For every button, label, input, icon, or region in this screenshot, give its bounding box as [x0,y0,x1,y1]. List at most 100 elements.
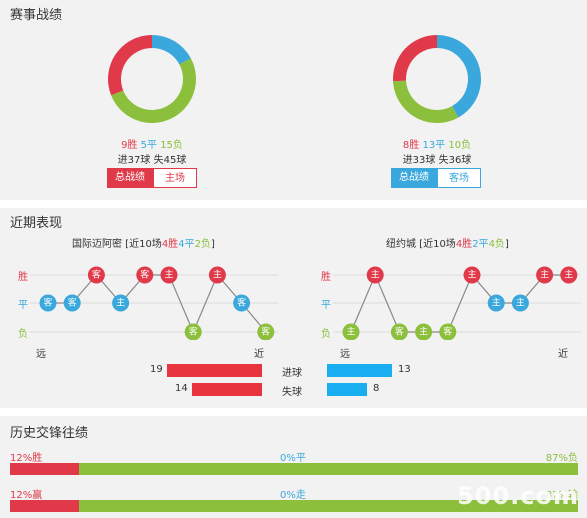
home-tab-total[interactable]: 总战绩 [107,168,153,188]
svg-text:客: 客 [443,326,452,338]
away-conceded-value: 8 [373,383,380,394]
away-form-point: 主 [342,323,360,340]
away-form-point: 客 [390,323,408,340]
home-record-counts: 9胜 5平 15负 [92,136,212,151]
history-cover-win-segment [10,500,79,512]
history-cover-loss-pct: 87%输 [545,490,578,501]
svg-text:客: 客 [140,269,149,281]
svg-text:客: 客 [237,297,246,309]
home-record-donut [107,35,196,123]
home-near-label: 近 [254,349,264,360]
home-donut-win-slice [107,35,152,96]
home-goals-value: 19 [150,364,163,375]
home-form-point: 客 [257,323,275,340]
history-title: 历史交锋往绩 [10,426,89,441]
home-draw-count: 5平 [140,140,157,151]
home-form-point: 客 [233,294,251,312]
away-form-point: 主 [536,266,554,284]
recent-section: 近期表现 国际迈阿密 [近10场4胜4平2负] 纽约城 [近10场4胜2平4负]… [0,208,587,408]
svg-text:主: 主 [371,269,380,281]
history-win-segment [10,463,79,475]
away-y-loss: 负 [321,329,331,340]
svg-text:主: 主 [492,297,501,309]
svg-text:客: 客 [43,297,52,309]
svg-text:客: 客 [189,326,198,338]
history-cover-bar [10,500,578,512]
away-form-point: 主 [560,266,578,284]
home-form-point: 主 [208,266,226,284]
home-goals-line: 进37球 失45球 [92,151,212,166]
svg-text:主: 主 [467,269,476,281]
svg-text:客: 客 [68,297,77,309]
away-far-label: 远 [340,349,350,360]
away-tab-total[interactable]: 总战绩 [391,168,437,188]
away-record-donut [393,35,481,123]
away-conceded: 失36球 [438,155,472,166]
svg-text:主: 主 [164,269,173,281]
away-y-win: 胜 [321,272,331,283]
svg-text:主: 主 [116,297,125,309]
home-far-label: 远 [36,349,46,360]
home-form-point: 主 [160,266,178,284]
home-goals-bar [167,364,262,377]
svg-text:主: 主 [516,297,525,309]
goals-label: 进球 [282,368,302,379]
away-recent-summary: 纽约城 [近10场4胜2平4负] [386,239,509,250]
home-form-point: 主 [112,294,130,312]
svg-text:客: 客 [92,269,101,281]
home-conceded: 失45球 [153,155,187,166]
home-form-point: 客 [39,294,57,312]
home-recent-summary: 国际迈阿密 [近10场4胜4平2负] [72,239,215,250]
history-loss-pct: 87%负 [545,453,578,464]
home-conceded-bar [192,383,262,396]
away-win-count: 8胜 [402,140,420,151]
away-y-draw: 平 [321,300,331,311]
away-goals: 进33球 [402,155,436,166]
away-form-point: 客 [439,323,457,340]
home-donut-draw-slice [152,35,191,65]
history-win-pct: 12%胜 [10,453,43,464]
away-record-counts: 8胜 13平 10负 [377,136,497,151]
away-loss-count: 10负 [448,140,472,151]
away-form-chart: 主主客主客主主 主主主 [333,266,581,340]
away-goals-line: 进33球 失36球 [377,151,497,166]
history-cover-push-pct: 0%走 [280,490,306,501]
away-form-point: 主 [511,294,529,312]
away-form-point: 主 [366,266,384,284]
home-form-line [48,273,267,334]
home-y-loss: 负 [18,329,28,340]
svg-text:主: 主 [419,326,428,338]
record-title: 赛事战绩 [10,8,63,23]
home-form-point: 客 [136,266,154,284]
home-goals: 进37球 [117,155,151,166]
home-form-point: 客 [63,294,81,312]
history-draw-pct: 0%平 [280,453,306,464]
away-form-line [350,273,569,333]
history-result-bar [10,463,578,475]
home-tab-home[interactable]: 主场 [153,168,197,188]
svg-text:客: 客 [395,326,404,338]
svg-text:主: 主 [213,269,222,281]
away-conceded-bar [327,383,367,396]
svg-text:主: 主 [346,326,355,338]
watermark-logo: 500.com [457,482,579,510]
away-donut-win-slice [393,35,437,82]
home-y-draw: 平 [18,300,28,311]
away-tab-away[interactable]: 客场 [437,168,481,188]
home-loss-count: 15负 [160,140,183,151]
record-section: 赛事战绩 9胜 5平 15负 进37球 失45球 总战绩 主场 8胜 13平 1… [0,0,587,200]
recent-title: 近期表现 [10,216,63,231]
away-form-point: 主 [415,323,433,340]
history-cover-win-pct: 12%赢 [10,490,43,501]
away-goals-bar [327,364,392,377]
away-form-point: 主 [487,294,505,312]
away-donut-draw-slice [437,35,481,118]
home-win-count: 9胜 [121,140,138,151]
history-loss-segment [78,463,578,475]
conceded-label: 失球 [282,387,302,398]
away-near-label: 近 [558,349,568,360]
svg-text:主: 主 [564,269,573,281]
away-donut-loss-slice [393,80,459,123]
home-y-win: 胜 [18,272,28,283]
away-team-name: 纽约城 [386,239,416,250]
